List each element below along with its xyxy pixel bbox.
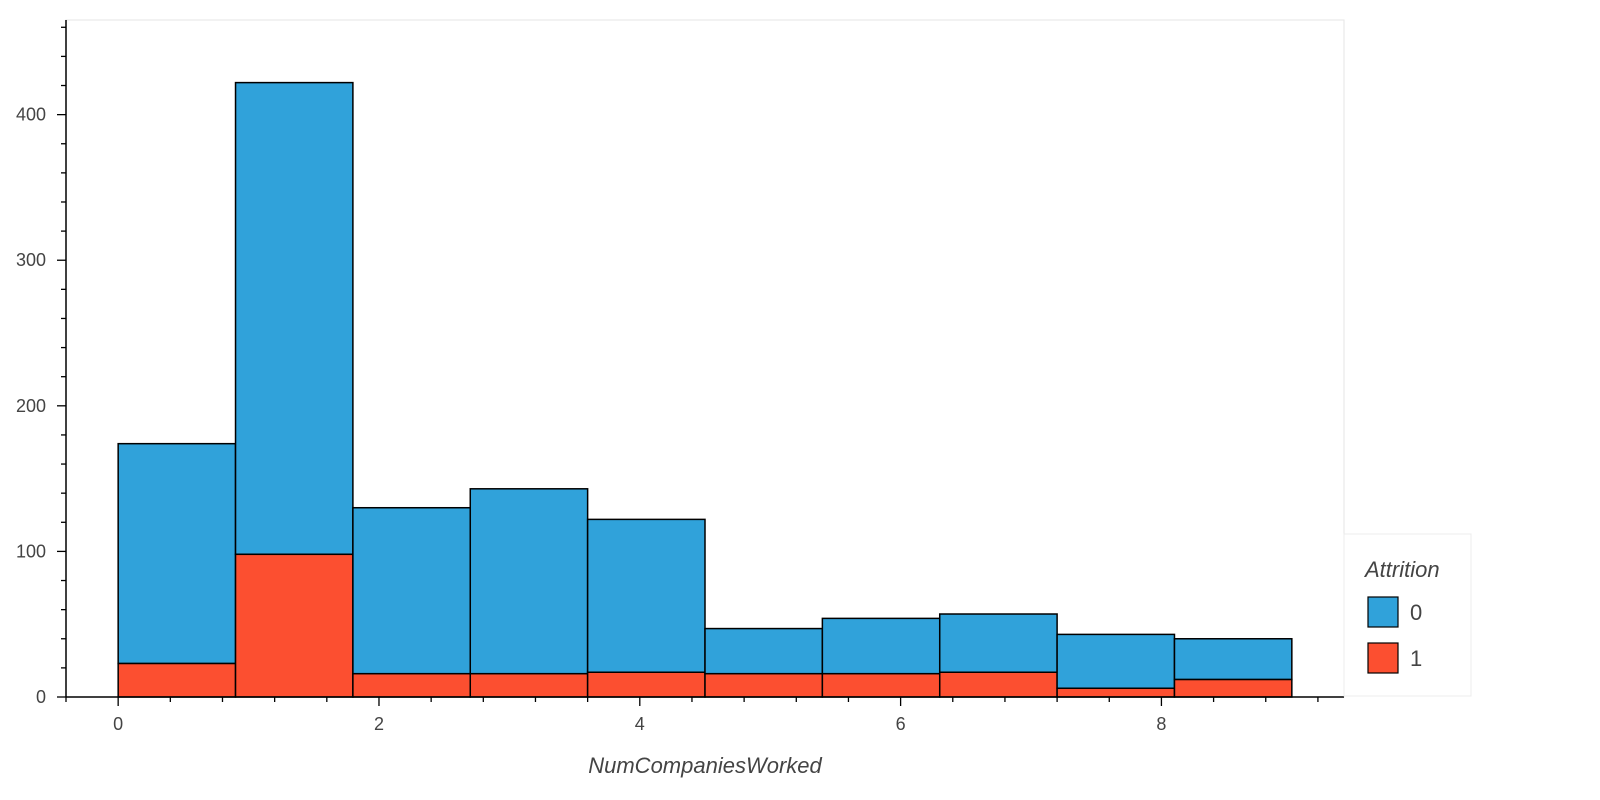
legend-box bbox=[1343, 533, 1472, 697]
legend-label-1: 1 bbox=[1410, 646, 1422, 671]
bar-attrition-0-bin-6 bbox=[821, 617, 941, 675]
bar-attrition-1-bin-5 bbox=[704, 672, 824, 698]
bars-layer bbox=[117, 81, 1293, 698]
x-tick-label: 2 bbox=[374, 714, 384, 734]
bar-attrition-0-bin-1 bbox=[234, 81, 354, 556]
bar-attrition-1-bin-6 bbox=[821, 672, 941, 698]
y-tick-label: 400 bbox=[16, 105, 46, 125]
bar-attrition-0-bin-0 bbox=[117, 442, 237, 665]
bar-attrition-1-bin-1 bbox=[234, 553, 354, 698]
y-tick-label: 0 bbox=[36, 687, 46, 707]
bar-attrition-1-bin-7 bbox=[938, 671, 1058, 698]
legend: Attrition 0 1 bbox=[1343, 533, 1472, 697]
bar-attrition-0-bin-9 bbox=[1173, 638, 1293, 681]
x-tick-label: 6 bbox=[896, 714, 906, 734]
bar-attrition-0-bin-4 bbox=[586, 518, 706, 673]
y-tick-label: 300 bbox=[16, 250, 46, 270]
legend-swatch-0 bbox=[1367, 596, 1399, 628]
y-tick-label: 200 bbox=[16, 396, 46, 416]
y-tick-label: 100 bbox=[16, 541, 46, 561]
legend-label-0: 0 bbox=[1410, 600, 1422, 625]
x-tick-label: 8 bbox=[1156, 714, 1166, 734]
ticks-layer: 0 2 4 6 8 0 100 200 300 400 bbox=[16, 26, 1319, 734]
legend-title: Attrition bbox=[1363, 557, 1440, 582]
bar-attrition-0-bin-3 bbox=[469, 488, 589, 675]
bar-attrition-0-bin-8 bbox=[1056, 633, 1176, 690]
x-axis-title: NumCompaniesWorked bbox=[588, 753, 822, 778]
bar-attrition-1-bin-3 bbox=[469, 672, 589, 698]
bar-attrition-1-bin-4 bbox=[586, 671, 706, 698]
bar-attrition-0-bin-5 bbox=[704, 627, 824, 675]
bar-attrition-1-bin-9 bbox=[1173, 678, 1293, 698]
axes-layer bbox=[65, 20, 1344, 698]
bar-attrition-1-bin-8 bbox=[1056, 687, 1176, 698]
legend-swatch-1 bbox=[1367, 642, 1399, 674]
x-tick-label: 0 bbox=[113, 714, 123, 734]
x-tick-label: 4 bbox=[635, 714, 645, 734]
bar-attrition-0-bin-7 bbox=[938, 613, 1058, 673]
bar-attrition-0-bin-2 bbox=[352, 506, 472, 675]
bar-attrition-1-bin-0 bbox=[117, 662, 237, 698]
bar-attrition-1-bin-2 bbox=[352, 672, 472, 698]
